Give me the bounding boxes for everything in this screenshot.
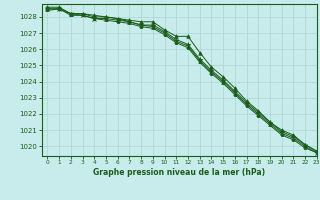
X-axis label: Graphe pression niveau de la mer (hPa): Graphe pression niveau de la mer (hPa) [93,168,265,177]
